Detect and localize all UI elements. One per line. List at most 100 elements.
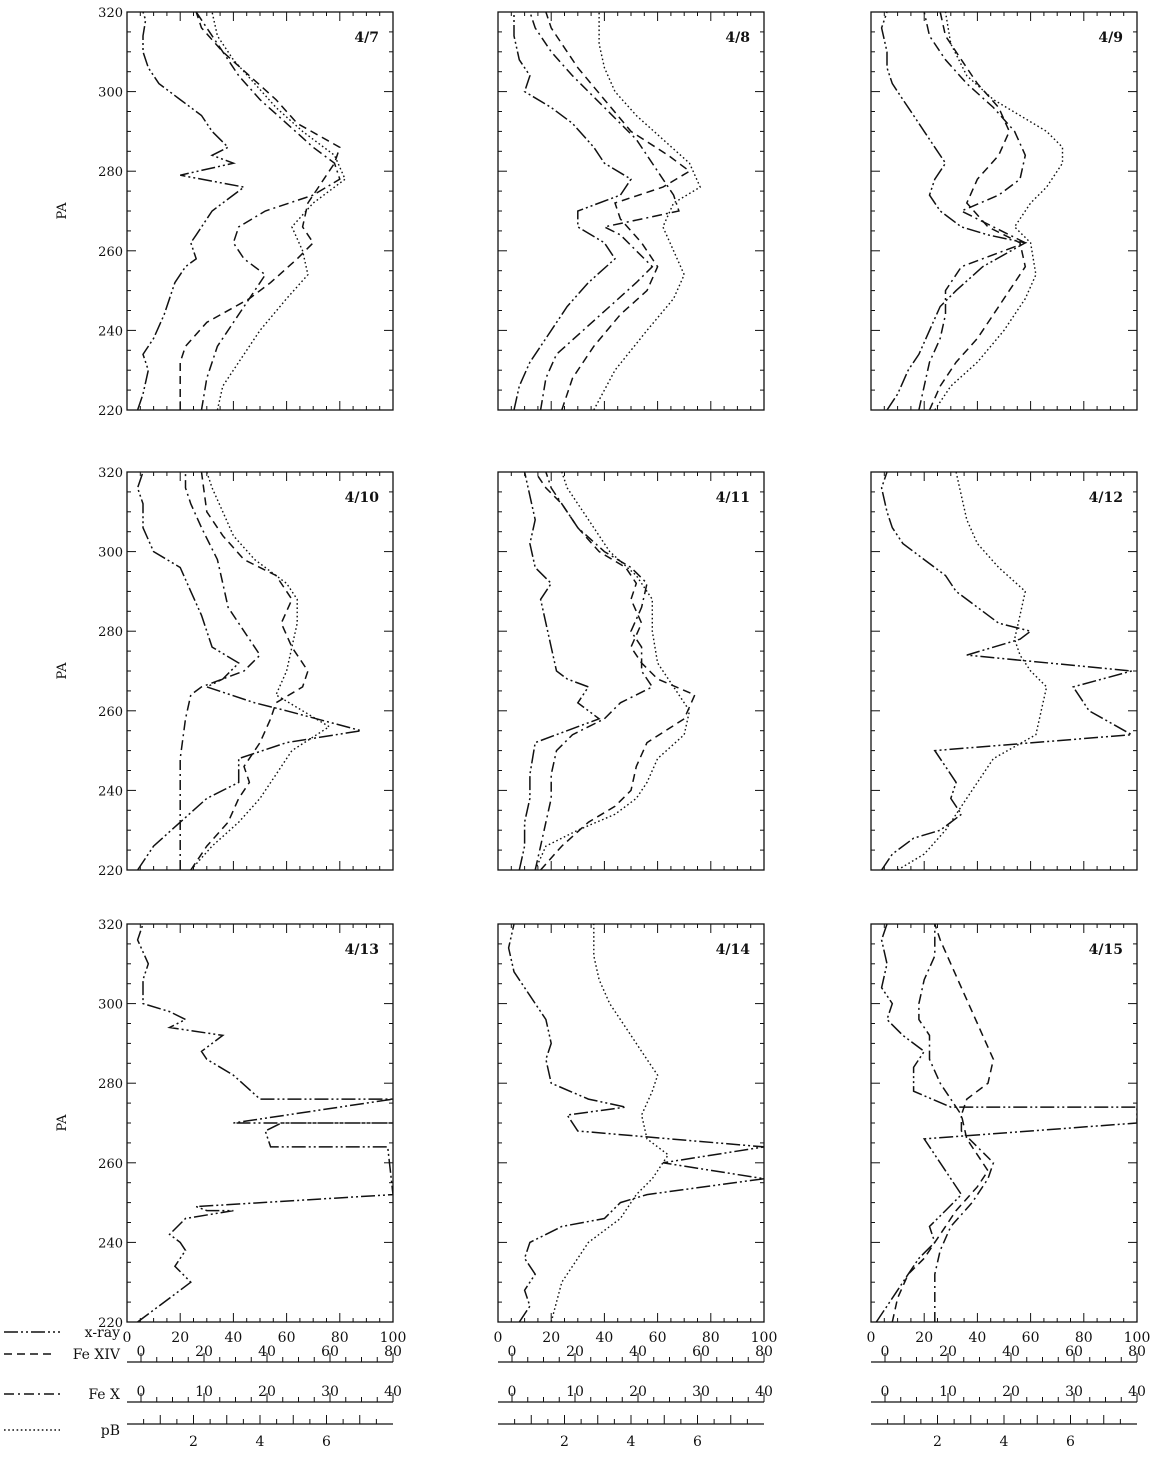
scale-bar-label: 40: [258, 1344, 276, 1360]
x-ray-scale-label: 80: [1075, 1330, 1093, 1346]
panel-date-label: 4/7: [354, 30, 379, 46]
x-ray-scale-label: 40: [224, 1330, 242, 1346]
scale-bar-label: 20: [566, 1344, 584, 1360]
series-pb: [190, 472, 331, 870]
scale-bars-col-2: [498, 1353, 765, 1425]
panel-4-12: [870, 471, 1138, 871]
y-tick-label: 220: [98, 864, 123, 879]
scale-bar-label: 10: [195, 1384, 213, 1400]
scale-bar-label: 0: [881, 1344, 890, 1360]
series-x-ray: [518, 472, 601, 870]
panel-frame: [497, 471, 765, 871]
scale-bar-label: 40: [1128, 1384, 1146, 1400]
scale-bar-label: 20: [629, 1384, 647, 1400]
scale-bar-label: 0: [508, 1384, 517, 1400]
x-ray-scale-label: 100: [380, 1330, 407, 1346]
panel-date-label: 4/10: [345, 490, 380, 506]
series-x-ray: [136, 12, 246, 410]
scale-bar-label: 40: [755, 1384, 773, 1400]
y-tick-label: 300: [98, 546, 123, 561]
y-tick-label: 320: [98, 918, 123, 933]
series-x-ray: [513, 12, 633, 410]
panel-frame: [126, 11, 394, 411]
scale-bars-col-1: [127, 1353, 394, 1425]
scale-bar-label: 80: [384, 1344, 402, 1360]
scale-bar-label: 40: [629, 1344, 647, 1360]
legend-label: Fe X: [88, 1387, 120, 1403]
y-axis-label: PA: [55, 202, 70, 220]
series-fe-x: [918, 924, 995, 1322]
y-tick-label: 280: [98, 165, 123, 180]
panel-4-9: [870, 11, 1138, 411]
series-fe-xiv: [534, 472, 696, 870]
x-ray-scale-label: 60: [649, 1330, 667, 1346]
y-axis-label: PA: [55, 1114, 70, 1132]
scale-bar-label: 20: [1002, 1384, 1020, 1400]
x-ray-scale-label: 60: [278, 1330, 296, 1346]
panel-4-11: [497, 471, 765, 871]
y-tick-label: 240: [98, 784, 123, 799]
x-ray-scale-label: 20: [171, 1330, 189, 1346]
panel-4-14: [497, 923, 765, 1323]
legend-label: Fe XIV: [73, 1347, 121, 1363]
series-x-ray: [136, 472, 362, 870]
scale-bars-col-3: [871, 1353, 1138, 1425]
x-ray-scale-label: 100: [751, 1330, 778, 1346]
series-pb: [593, 12, 702, 410]
series-fe-xiv: [928, 12, 1027, 410]
scale-bar-label: 30: [1065, 1384, 1083, 1400]
scale-bar-label: 40: [384, 1384, 402, 1400]
scale-bar-label: 4: [1000, 1434, 1009, 1450]
legend-label: pB: [101, 1423, 120, 1439]
series-x-ray: [880, 472, 1135, 870]
y-tick-label: 260: [98, 705, 123, 720]
scale-bar-label: 20: [939, 1344, 957, 1360]
x-ray-scale-label: 40: [968, 1330, 986, 1346]
scale-bar-label: 20: [195, 1344, 213, 1360]
y-tick-label: 280: [98, 625, 123, 640]
series-pb: [934, 12, 1064, 410]
legend: [4, 1331, 60, 1431]
panel-date-label: 4/11: [716, 490, 750, 506]
series-fe-x: [529, 12, 680, 410]
x-ray-scale-label: 20: [542, 1330, 560, 1346]
y-tick-label: 260: [98, 1157, 123, 1172]
y-tick-label: 300: [98, 998, 123, 1013]
x-ray-scale-label: 40: [595, 1330, 613, 1346]
panel-4-10: [126, 471, 394, 871]
scale-bar-label: 0: [137, 1384, 146, 1400]
panel-date-label: 4/12: [1089, 490, 1123, 506]
scale-bar-label: 4: [256, 1434, 265, 1450]
panel-4-15: [870, 923, 1138, 1323]
y-tick-label: 320: [98, 6, 123, 21]
panel-4-8: [497, 11, 765, 411]
panel-date-label: 4/9: [1098, 30, 1123, 46]
series-fe-x: [918, 12, 1028, 410]
series-fe-x: [179, 472, 261, 870]
series-pb: [897, 472, 1048, 870]
x-ray-scale-label: 60: [1022, 1330, 1040, 1346]
scale-bar-label: 4: [627, 1434, 636, 1450]
series-fe-xiv: [190, 472, 309, 870]
series-fe-xiv: [179, 12, 341, 410]
series-fe-x: [534, 472, 654, 870]
x-ray-scale-label: 0: [123, 1330, 132, 1346]
y-tick-label: 240: [98, 324, 123, 339]
legend-label: x-ray: [85, 1325, 120, 1341]
series-x-ray: [507, 924, 764, 1322]
series-x-ray: [136, 924, 393, 1322]
scale-bar-label: 0: [881, 1384, 890, 1400]
scale-bar-label: 10: [939, 1384, 957, 1400]
series-pb: [534, 472, 691, 870]
scale-bar-label: 6: [693, 1434, 702, 1450]
y-tick-label: 240: [98, 1236, 123, 1251]
scale-bar-label: 20: [258, 1384, 276, 1400]
x-ray-scale-label: 80: [331, 1330, 349, 1346]
panel-date-label: 4/13: [345, 942, 379, 958]
panel-frame: [126, 471, 394, 871]
scale-bar-label: 2: [933, 1434, 942, 1450]
panel-frame: [870, 923, 1138, 1323]
panel-frame: [870, 11, 1138, 411]
scale-bar-label: 80: [1128, 1344, 1146, 1360]
series-fe-xiv: [545, 12, 691, 410]
